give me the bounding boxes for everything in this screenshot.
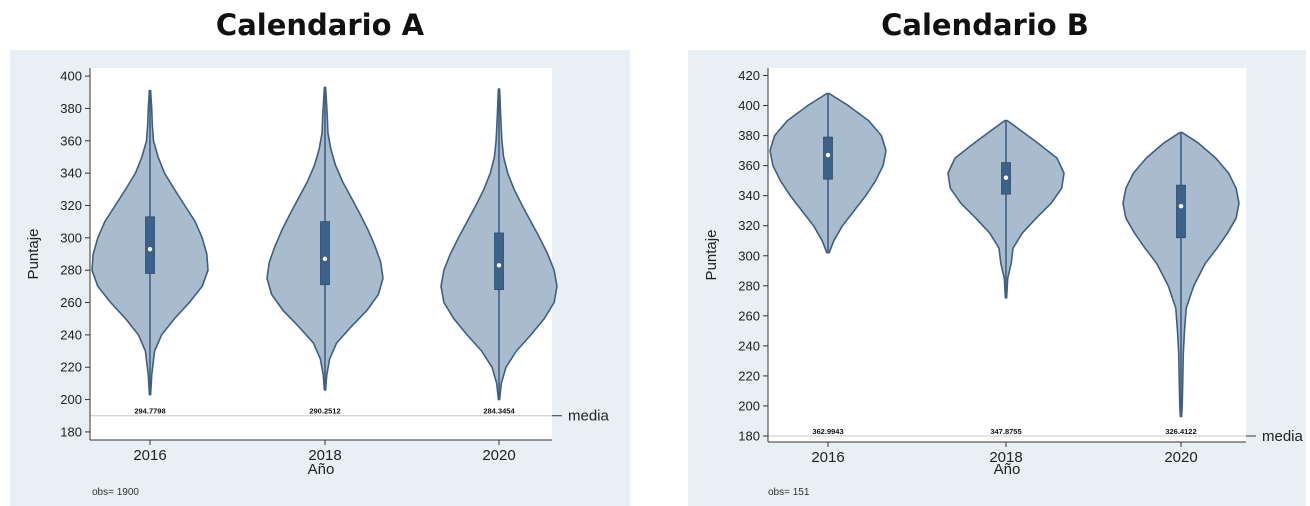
x-tick-label: 2020 <box>1164 449 1197 466</box>
x-axis-title: Año <box>994 461 1021 478</box>
violin-2018 <box>947 119 1065 299</box>
y-axis-title: Puntaje <box>703 230 720 281</box>
y-tick-label: 260 <box>60 295 82 310</box>
chart-panel-a: Calendario A media 180 200 220 240 260 280 300 3… <box>0 0 640 506</box>
y-tick-label: 240 <box>60 327 82 342</box>
mean-value-label: 294.7798 <box>134 407 165 416</box>
y-tick-label: 260 <box>738 308 760 323</box>
mean-value-label: 290.2512 <box>309 407 340 416</box>
reference-line-label: media <box>568 408 610 425</box>
y-tick-label: 360 <box>738 158 760 173</box>
x-tick-label: 2018 <box>989 449 1022 466</box>
y-tick-label: 180 <box>60 424 82 439</box>
violin-box <box>1176 184 1186 239</box>
violin-box <box>320 221 330 286</box>
y-tick-label: 220 <box>60 360 82 375</box>
violin-chart-a: media 180 200 220 240 260 280 300 320 340 360 380 40… <box>25 68 610 498</box>
y-tick-label: 320 <box>738 218 760 233</box>
y-tick-label: 180 <box>738 428 760 443</box>
chart-title: Calendario B <box>881 8 1089 42</box>
y-tick-label: 360 <box>60 133 82 148</box>
mean-value-label: 284.3454 <box>483 407 515 416</box>
y-tick-label: 280 <box>738 278 760 293</box>
violin-box <box>145 216 155 274</box>
mean-value-label: 362.9943 <box>812 427 843 436</box>
violin-2020 <box>440 88 558 401</box>
x-tick-label: 2018 <box>308 447 341 464</box>
y-tick-label: 400 <box>60 69 82 84</box>
x-axis-title: Año <box>308 461 335 478</box>
y-axis-title: Puntaje <box>25 229 42 280</box>
y-tick-label: 280 <box>60 263 82 278</box>
violin-2020 <box>1122 131 1240 418</box>
violin-median <box>147 246 153 252</box>
violin-median <box>496 263 502 268</box>
y-tick-label: 340 <box>60 166 82 181</box>
reference-line-label: media <box>1262 428 1304 445</box>
x-tick-label: 2016 <box>133 447 166 464</box>
violin-2018 <box>266 86 384 391</box>
y-tick-label: 340 <box>738 188 760 203</box>
y-tick-label: 400 <box>738 98 760 113</box>
violin-box <box>494 232 504 290</box>
y-tick-label: 420 <box>738 68 760 83</box>
y-tick-label: 380 <box>60 101 82 116</box>
x-tick-label: 2020 <box>482 447 515 464</box>
y-tick-label: 200 <box>60 392 82 407</box>
violin-median <box>1178 203 1184 209</box>
obs-label: obs= 1900 <box>92 487 139 498</box>
y-tick-label: 200 <box>738 398 760 413</box>
violin-median <box>825 152 831 158</box>
x-tick-label: 2016 <box>811 449 844 466</box>
y-tick-label: 320 <box>60 198 82 213</box>
mean-value-label: 326.4122 <box>1165 427 1196 436</box>
violin-median <box>1003 175 1009 180</box>
chart-title: Calendario A <box>215 8 425 42</box>
violin-median <box>322 256 328 262</box>
violin-box <box>823 136 833 180</box>
y-tick-label: 220 <box>738 368 760 383</box>
y-tick-label: 380 <box>738 128 760 143</box>
violin-chart-b: media 180 200 220 240 260 280 300 320 340 360 380 40… <box>703 68 1304 498</box>
chart-panel-b: Calendario B media 180 200 220 240 260 280 300 3… <box>660 0 1310 506</box>
obs-label: obs= 151 <box>768 487 810 498</box>
mean-value-label: 347.8755 <box>990 427 1021 436</box>
violin-2016 <box>769 92 887 254</box>
violin-2016 <box>91 89 209 396</box>
y-tick-label: 240 <box>738 338 760 353</box>
y-tick-label: 300 <box>60 230 82 245</box>
y-tick-label: 300 <box>738 248 760 263</box>
